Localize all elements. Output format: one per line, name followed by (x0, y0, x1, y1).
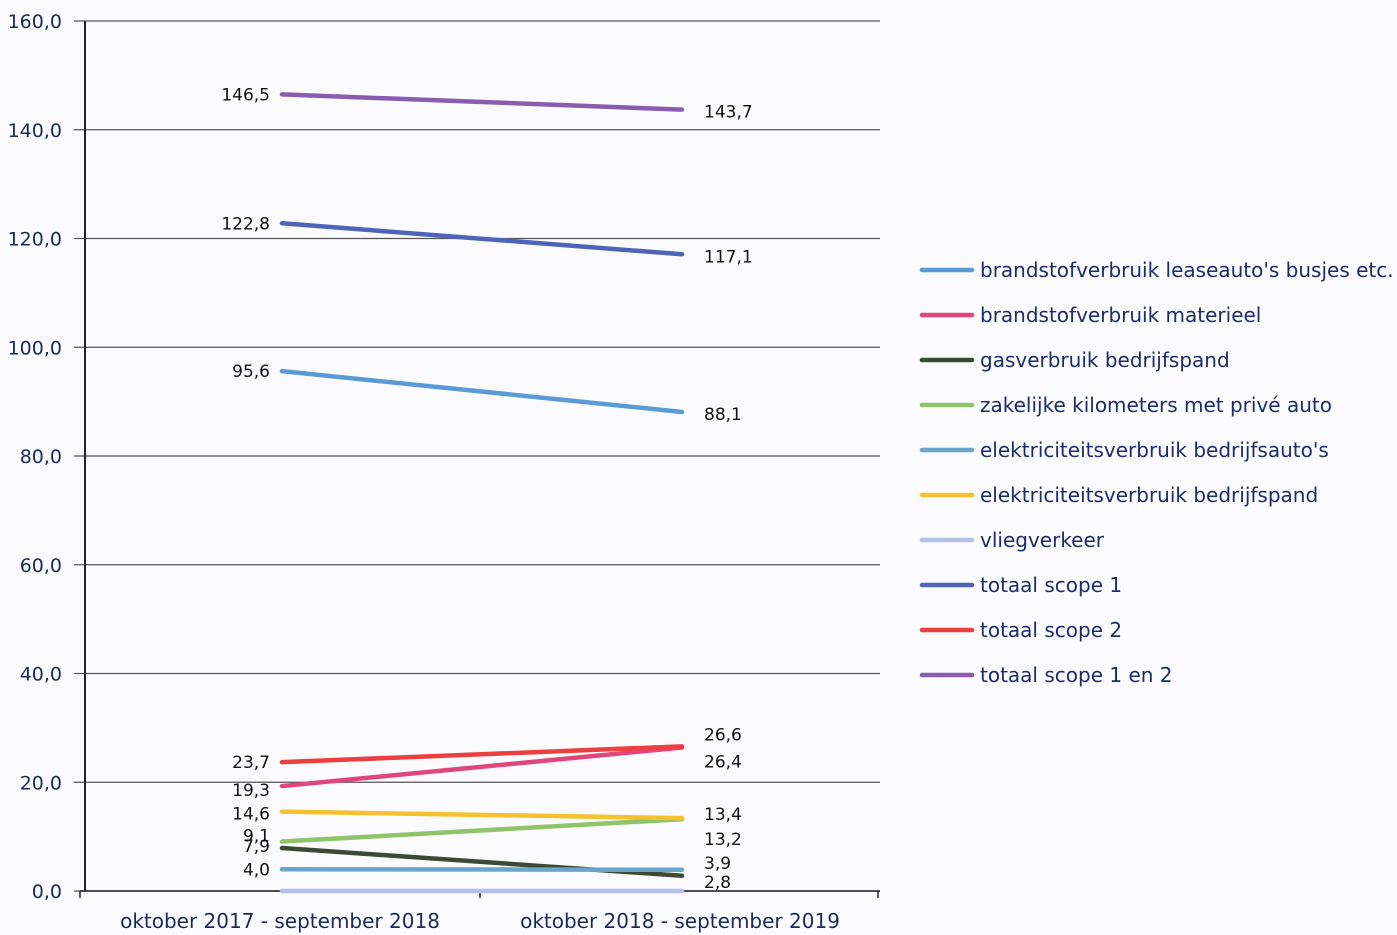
series-line (279, 744, 685, 765)
data-label: 117,1 (704, 247, 753, 267)
y-tick-label: 80,0 (20, 446, 62, 468)
series-line (279, 745, 685, 789)
y-tick-label: 160,0 (8, 11, 62, 33)
series-line (279, 816, 685, 844)
legend-label: vliegverkeer (980, 528, 1105, 552)
y-tick-label: 40,0 (20, 664, 62, 686)
y-tick-label: 60,0 (20, 555, 62, 577)
legend-label: totaal scope 2 (980, 618, 1122, 642)
data-label: 95,6 (232, 362, 270, 382)
y-tick-label: 0,0 (32, 881, 62, 903)
x-category-label: oktober 2017 - september 2018 (120, 909, 440, 933)
data-label: 88,1 (704, 405, 742, 425)
series-line (279, 221, 685, 257)
legend-label: brandstofverbruik leaseauto's busjes etc… (980, 258, 1394, 282)
legend-label: elektriciteitsverbruik bedrijfspand (980, 483, 1318, 507)
legend-label: totaal scope 1 (980, 573, 1122, 597)
data-label: 26,6 (704, 725, 742, 745)
y-tick-label: 20,0 (20, 772, 62, 794)
data-label: 3,9 (704, 854, 731, 874)
series-line (279, 809, 685, 821)
series-line (279, 867, 685, 873)
x-category-label: oktober 2018 - september 2019 (520, 909, 840, 933)
data-label: 13,4 (704, 805, 742, 825)
data-label: 9,1 (243, 827, 270, 847)
data-label: 14,6 (232, 805, 270, 825)
data-label: 143,7 (704, 103, 753, 123)
series-line (279, 368, 685, 415)
data-label: 19,3 (232, 781, 270, 801)
data-label: 2,8 (704, 873, 731, 893)
data-label: 4,0 (243, 860, 270, 880)
data-label: 23,7 (232, 753, 270, 773)
y-tick-label: 140,0 (8, 120, 62, 142)
y-tick-label: 120,0 (8, 229, 62, 251)
legend-label: zakelijke kilometers met privé auto (980, 393, 1332, 417)
series-line (279, 92, 685, 112)
data-label: 7,9 (243, 837, 270, 857)
data-label: 13,2 (704, 830, 742, 850)
legend-label: gasverbruik bedrijfspand (980, 348, 1230, 372)
legend-label: brandstofverbruik materieel (980, 303, 1261, 327)
data-label: 122,8 (221, 214, 270, 234)
legend-label: elektriciteitsverbruik bedrijfsauto's (980, 438, 1329, 462)
data-label: 146,5 (221, 85, 270, 105)
y-tick-label: 100,0 (8, 337, 62, 359)
data-label: 26,4 (704, 752, 742, 772)
legend-label: totaal scope 1 en 2 (980, 663, 1173, 687)
